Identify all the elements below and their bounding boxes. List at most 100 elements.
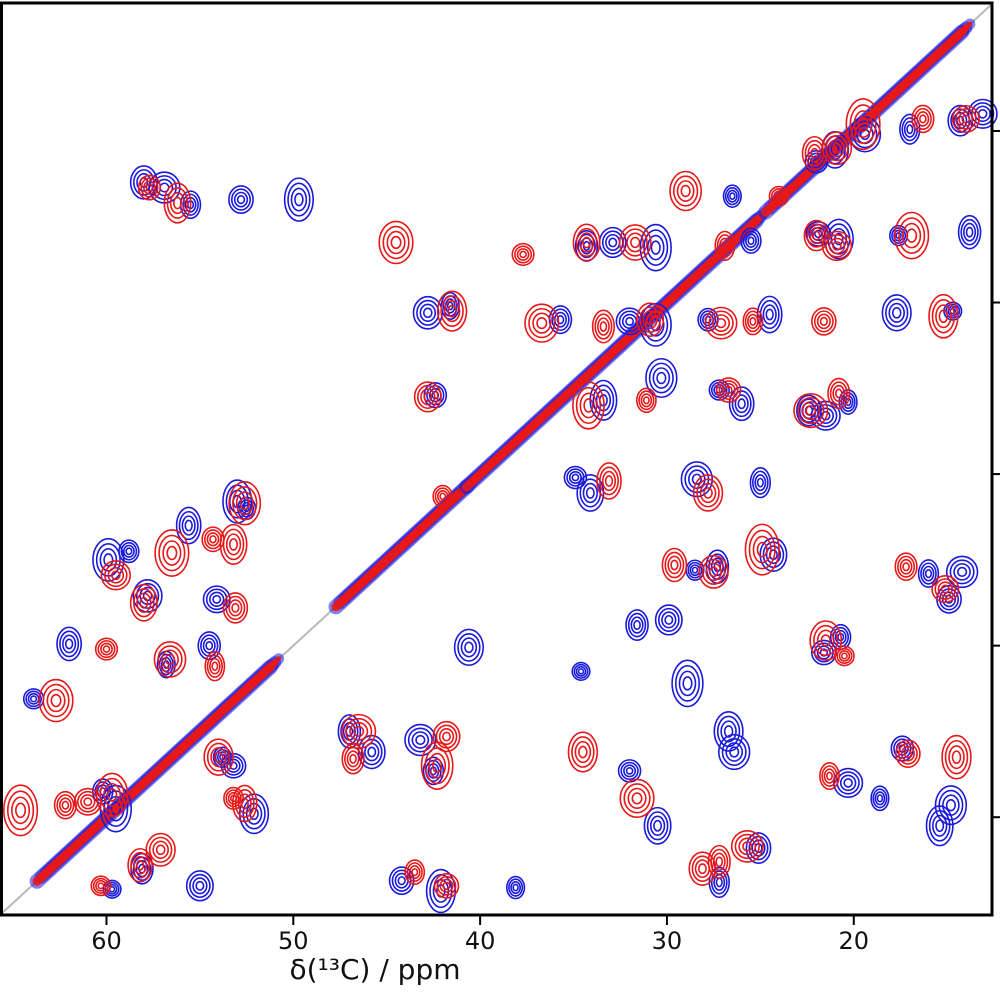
peak-contour — [2, 784, 39, 837]
cross-peak — [827, 377, 851, 410]
peak-contour — [56, 626, 83, 662]
peak-contour — [691, 855, 714, 883]
peak-contour — [64, 638, 74, 650]
peak-contour — [232, 486, 258, 521]
peak-contour — [876, 794, 884, 803]
peak-contour — [360, 738, 383, 766]
peak-contour — [627, 787, 647, 809]
peak-contour — [206, 532, 220, 547]
peak-contour — [423, 391, 433, 402]
peak-contour — [838, 389, 858, 415]
peak-contour — [594, 313, 613, 340]
peak-contour — [801, 401, 821, 421]
diagonal-layer — [0, 3, 993, 916]
peak-contour — [294, 192, 304, 207]
cross-peak — [744, 523, 780, 576]
peak-contour — [556, 315, 565, 325]
cross-peak — [94, 637, 119, 661]
peak-contour — [585, 487, 595, 499]
peak-contour — [715, 856, 724, 868]
diagonal-ridge — [771, 21, 973, 207]
peak-contour — [953, 111, 968, 130]
peak-contour — [853, 110, 873, 138]
peak-contour — [563, 465, 588, 490]
peak-contour — [759, 537, 788, 573]
peak-contour — [874, 791, 886, 806]
peak-contour — [816, 629, 835, 652]
cross-peak — [420, 741, 454, 790]
peak-contour — [821, 230, 853, 262]
cross-peak — [572, 223, 601, 262]
peak-contour — [56, 794, 75, 817]
peak-contour — [827, 377, 851, 410]
peak-contour — [749, 316, 757, 326]
peak-contour — [678, 670, 697, 697]
peak-contour — [823, 768, 836, 784]
peak-contour — [390, 235, 402, 250]
peak-contour — [103, 553, 114, 567]
cross-peak — [341, 713, 377, 750]
peak-contour — [713, 384, 726, 396]
cross-peak — [870, 785, 890, 812]
cross-peak — [53, 790, 77, 820]
x-tick-label: 20 — [838, 927, 869, 955]
peak-contour — [825, 234, 849, 258]
peak-contour — [768, 185, 790, 207]
peak-contour — [734, 833, 760, 860]
peak-contour — [364, 742, 380, 762]
peak-contour — [726, 189, 738, 203]
cross-peak — [928, 293, 959, 339]
peak-contour — [872, 788, 888, 809]
peak-contour — [941, 734, 972, 780]
peak-contour — [439, 492, 447, 501]
peak-contour — [382, 225, 410, 260]
peak-contour — [238, 793, 270, 835]
x-tick-label: 60 — [91, 927, 122, 955]
x-tick-label: 30 — [652, 927, 683, 955]
peak-contour — [100, 560, 132, 591]
peak-contour — [436, 290, 468, 332]
peak-contour — [431, 758, 443, 774]
peak-contour — [148, 836, 173, 863]
peak-contour — [704, 306, 738, 340]
peak-contour — [225, 595, 246, 621]
peak-contour — [239, 496, 250, 511]
peak-contour — [730, 829, 764, 863]
cross-peak — [639, 223, 672, 272]
peak-contour — [228, 599, 243, 617]
peak-contour — [809, 227, 824, 245]
cross-peak — [692, 474, 724, 512]
cross-peak — [619, 778, 655, 819]
cross-peak — [713, 710, 744, 752]
peak-contour — [95, 880, 107, 892]
peak-contour — [810, 400, 841, 431]
peak-contour — [344, 746, 363, 771]
peak-contour — [415, 734, 426, 746]
peak-contour — [432, 484, 454, 508]
cross-peak — [127, 847, 153, 883]
peak-contour — [951, 750, 962, 765]
peak-contour — [724, 385, 733, 395]
peak-contour — [571, 473, 580, 482]
peak-contour — [209, 591, 225, 607]
peak-contour — [814, 404, 838, 428]
peak-contour — [639, 306, 661, 334]
cross-peak — [669, 170, 703, 212]
cross-peak — [154, 529, 190, 577]
cross-peak — [129, 583, 158, 622]
peak-contour — [721, 241, 729, 251]
peak-contour — [649, 815, 666, 837]
peak-contour — [345, 717, 373, 745]
peak-contour — [154, 529, 190, 577]
peak-contour — [420, 388, 436, 406]
peak-contour — [775, 192, 783, 200]
cross-peak — [175, 506, 202, 545]
peak-contour — [62, 634, 77, 654]
peak-contour — [408, 865, 421, 880]
peak-contour — [508, 878, 524, 897]
peak-contour — [691, 473, 702, 485]
cross-peak — [596, 462, 622, 500]
peak-contour — [181, 515, 196, 536]
peak-contour — [460, 637, 478, 658]
peak-contour — [219, 523, 248, 566]
